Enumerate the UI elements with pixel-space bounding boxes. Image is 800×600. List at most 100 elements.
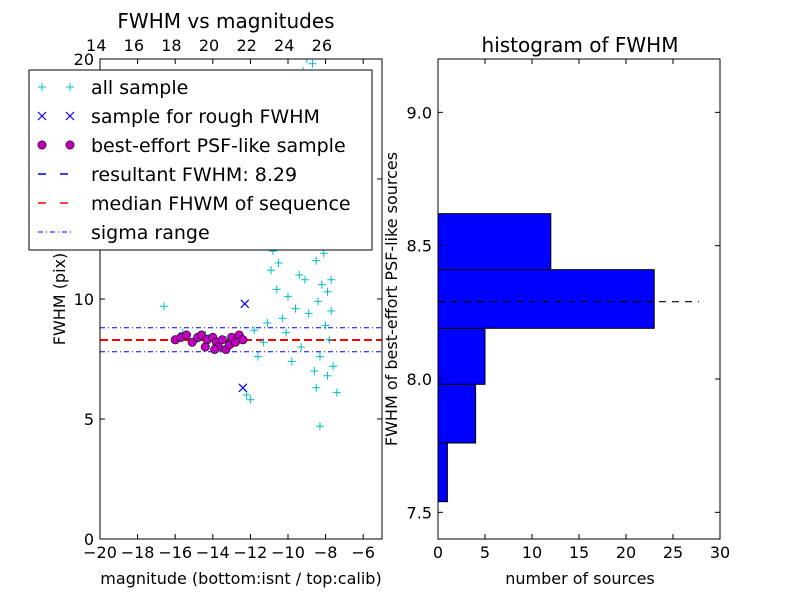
- point-0-10: [278, 314, 287, 323]
- point-0-48: [315, 422, 324, 431]
- point-0-40: [321, 321, 330, 330]
- legend-0-marker-0: [38, 83, 46, 91]
- point-0-27: [310, 367, 319, 375]
- x-tick-label-4: −12: [234, 543, 268, 562]
- legend-4-label: median FHWM of sequence: [91, 193, 351, 215]
- point-0-34: [315, 352, 324, 361]
- top-tick-label-5: 24: [274, 36, 294, 55]
- legend-3-label: resultant FWHM: 8.29: [91, 164, 297, 186]
- point-0-3: [253, 352, 262, 361]
- point-0-9: [274, 259, 283, 267]
- point-0-20: [297, 343, 306, 351]
- x-tick-label-7: −6: [351, 543, 375, 562]
- point-0-42: [323, 287, 332, 296]
- histogram-y-label: FWHM of best-effort PSF-like sources: [382, 152, 401, 446]
- point-0-69: [312, 383, 321, 392]
- point-0-6: [267, 266, 276, 275]
- hy-tick-label-0: 7.5: [407, 503, 432, 522]
- histogram-title: histogram of FWHM: [482, 33, 679, 57]
- point-0-52: [302, 59, 311, 63]
- hy-tick-label-1: 8.0: [407, 370, 432, 389]
- x-tick-label-6: −8: [314, 543, 338, 562]
- legend-5-label: sigma range: [91, 222, 210, 244]
- point-0-1: [242, 391, 251, 399]
- point-0-29: [312, 256, 321, 265]
- point-0-22: [300, 275, 309, 284]
- hx-tick-label-1: 5: [480, 543, 490, 562]
- x-tick-label-2: −16: [158, 543, 192, 562]
- point-0-51: [308, 59, 317, 68]
- point-0-32: [314, 297, 323, 306]
- point-2-18: [210, 344, 220, 354]
- hist-bar-1: [437, 383, 477, 444]
- hy-tick-label-3: 9.0: [407, 103, 432, 122]
- legend-1-marker-1: [65, 111, 75, 121]
- point-0-67: [327, 275, 336, 284]
- hx-tick-label-0: 0: [433, 543, 443, 562]
- y-tick-label-0: 0: [84, 530, 94, 549]
- x-tick-label-1: −18: [121, 543, 155, 562]
- point-0-44: [325, 335, 334, 344]
- legend-0-marker-1: [66, 83, 74, 91]
- point-1-1: [238, 383, 248, 393]
- legend-2-marker-0: [37, 140, 47, 150]
- top-tick-label-4: 22: [236, 36, 256, 55]
- point-0-4: [259, 338, 268, 347]
- point-0-47: [332, 388, 341, 397]
- point-0-38: [319, 249, 328, 258]
- legend-0-label: all sample: [91, 77, 188, 99]
- point-1-0: [240, 299, 250, 309]
- hx-tick-label-5: 25: [663, 543, 683, 562]
- point-0-46: [329, 362, 338, 371]
- hist-bar-3: [437, 269, 655, 329]
- point-0-17: [291, 304, 300, 313]
- histogram-x-label: number of sources: [505, 569, 655, 588]
- point-0-15: [287, 357, 296, 366]
- point-2-16: [238, 335, 248, 345]
- top-tick-label-6: 26: [312, 36, 332, 55]
- scatter-chart: FWHM vs magnitudes −20 −18 −16 −14 −12 −10 −8−…: [28, 9, 383, 588]
- legend-2-marker-1: [65, 140, 75, 150]
- hist-bar-0: [437, 442, 448, 503]
- top-tick-label-2: 18: [161, 36, 181, 55]
- scatter-title: FWHM vs magnitudes: [117, 9, 334, 33]
- scatter-x-label: magnitude (bottom:isnt / top:calib): [100, 569, 381, 588]
- point-0-5: [263, 319, 272, 327]
- histogram-chart: histogram of FWHM 0 5 10 15 20 25 30 7.5 8.0 8.5 9…: [382, 33, 730, 588]
- point-0-0: [159, 302, 168, 311]
- point-0-36: [317, 280, 326, 289]
- point-0-55: [250, 326, 259, 335]
- hx-tick-label-2: 10: [522, 543, 542, 562]
- hist-bar-4: [437, 213, 552, 271]
- scatter-y-label: FWHM (pix): [50, 253, 69, 346]
- point-0-19: [295, 271, 304, 279]
- legend-box: [28, 69, 373, 251]
- point-0-13: [284, 292, 292, 301]
- scatter-legend: all sample sample for rough FWHM best-effo…: [28, 69, 373, 251]
- point-0-68: [323, 371, 332, 380]
- y-tick-label-1: 5: [84, 410, 94, 429]
- legend-1-label: sample for rough FWHM: [91, 106, 320, 128]
- y-tick-label-2: 10: [74, 290, 94, 309]
- point-0-2: [246, 395, 255, 404]
- point-0-45: [327, 307, 336, 315]
- x-tick-label-3: −14: [196, 543, 230, 562]
- x-tick-label-5: −10: [271, 543, 305, 562]
- point-2-10: [217, 335, 227, 345]
- hx-tick-label-4: 20: [616, 543, 636, 562]
- hist-bar-2: [437, 327, 486, 385]
- legend-2-label: best-effort PSF-like sample: [91, 135, 346, 157]
- top-tick-label-1: 16: [124, 36, 144, 55]
- legend-1-marker-0: [37, 111, 47, 121]
- hy-tick-label-2: 8.5: [407, 237, 432, 256]
- top-tick-label-0: 14: [86, 36, 106, 55]
- point-0-8: [272, 285, 281, 294]
- point-2-2: [181, 330, 191, 340]
- histogram-plot-area: 0 5 10 15 20 25 30 7.5 8.0 8.5 9.0: [407, 58, 730, 562]
- x-tick-label-0: −20: [83, 543, 117, 562]
- point-0-24: [304, 309, 313, 318]
- hx-tick-label-6: 30: [710, 543, 730, 562]
- point-2-17: [200, 342, 210, 352]
- y-tick-label-4: 20: [74, 50, 94, 69]
